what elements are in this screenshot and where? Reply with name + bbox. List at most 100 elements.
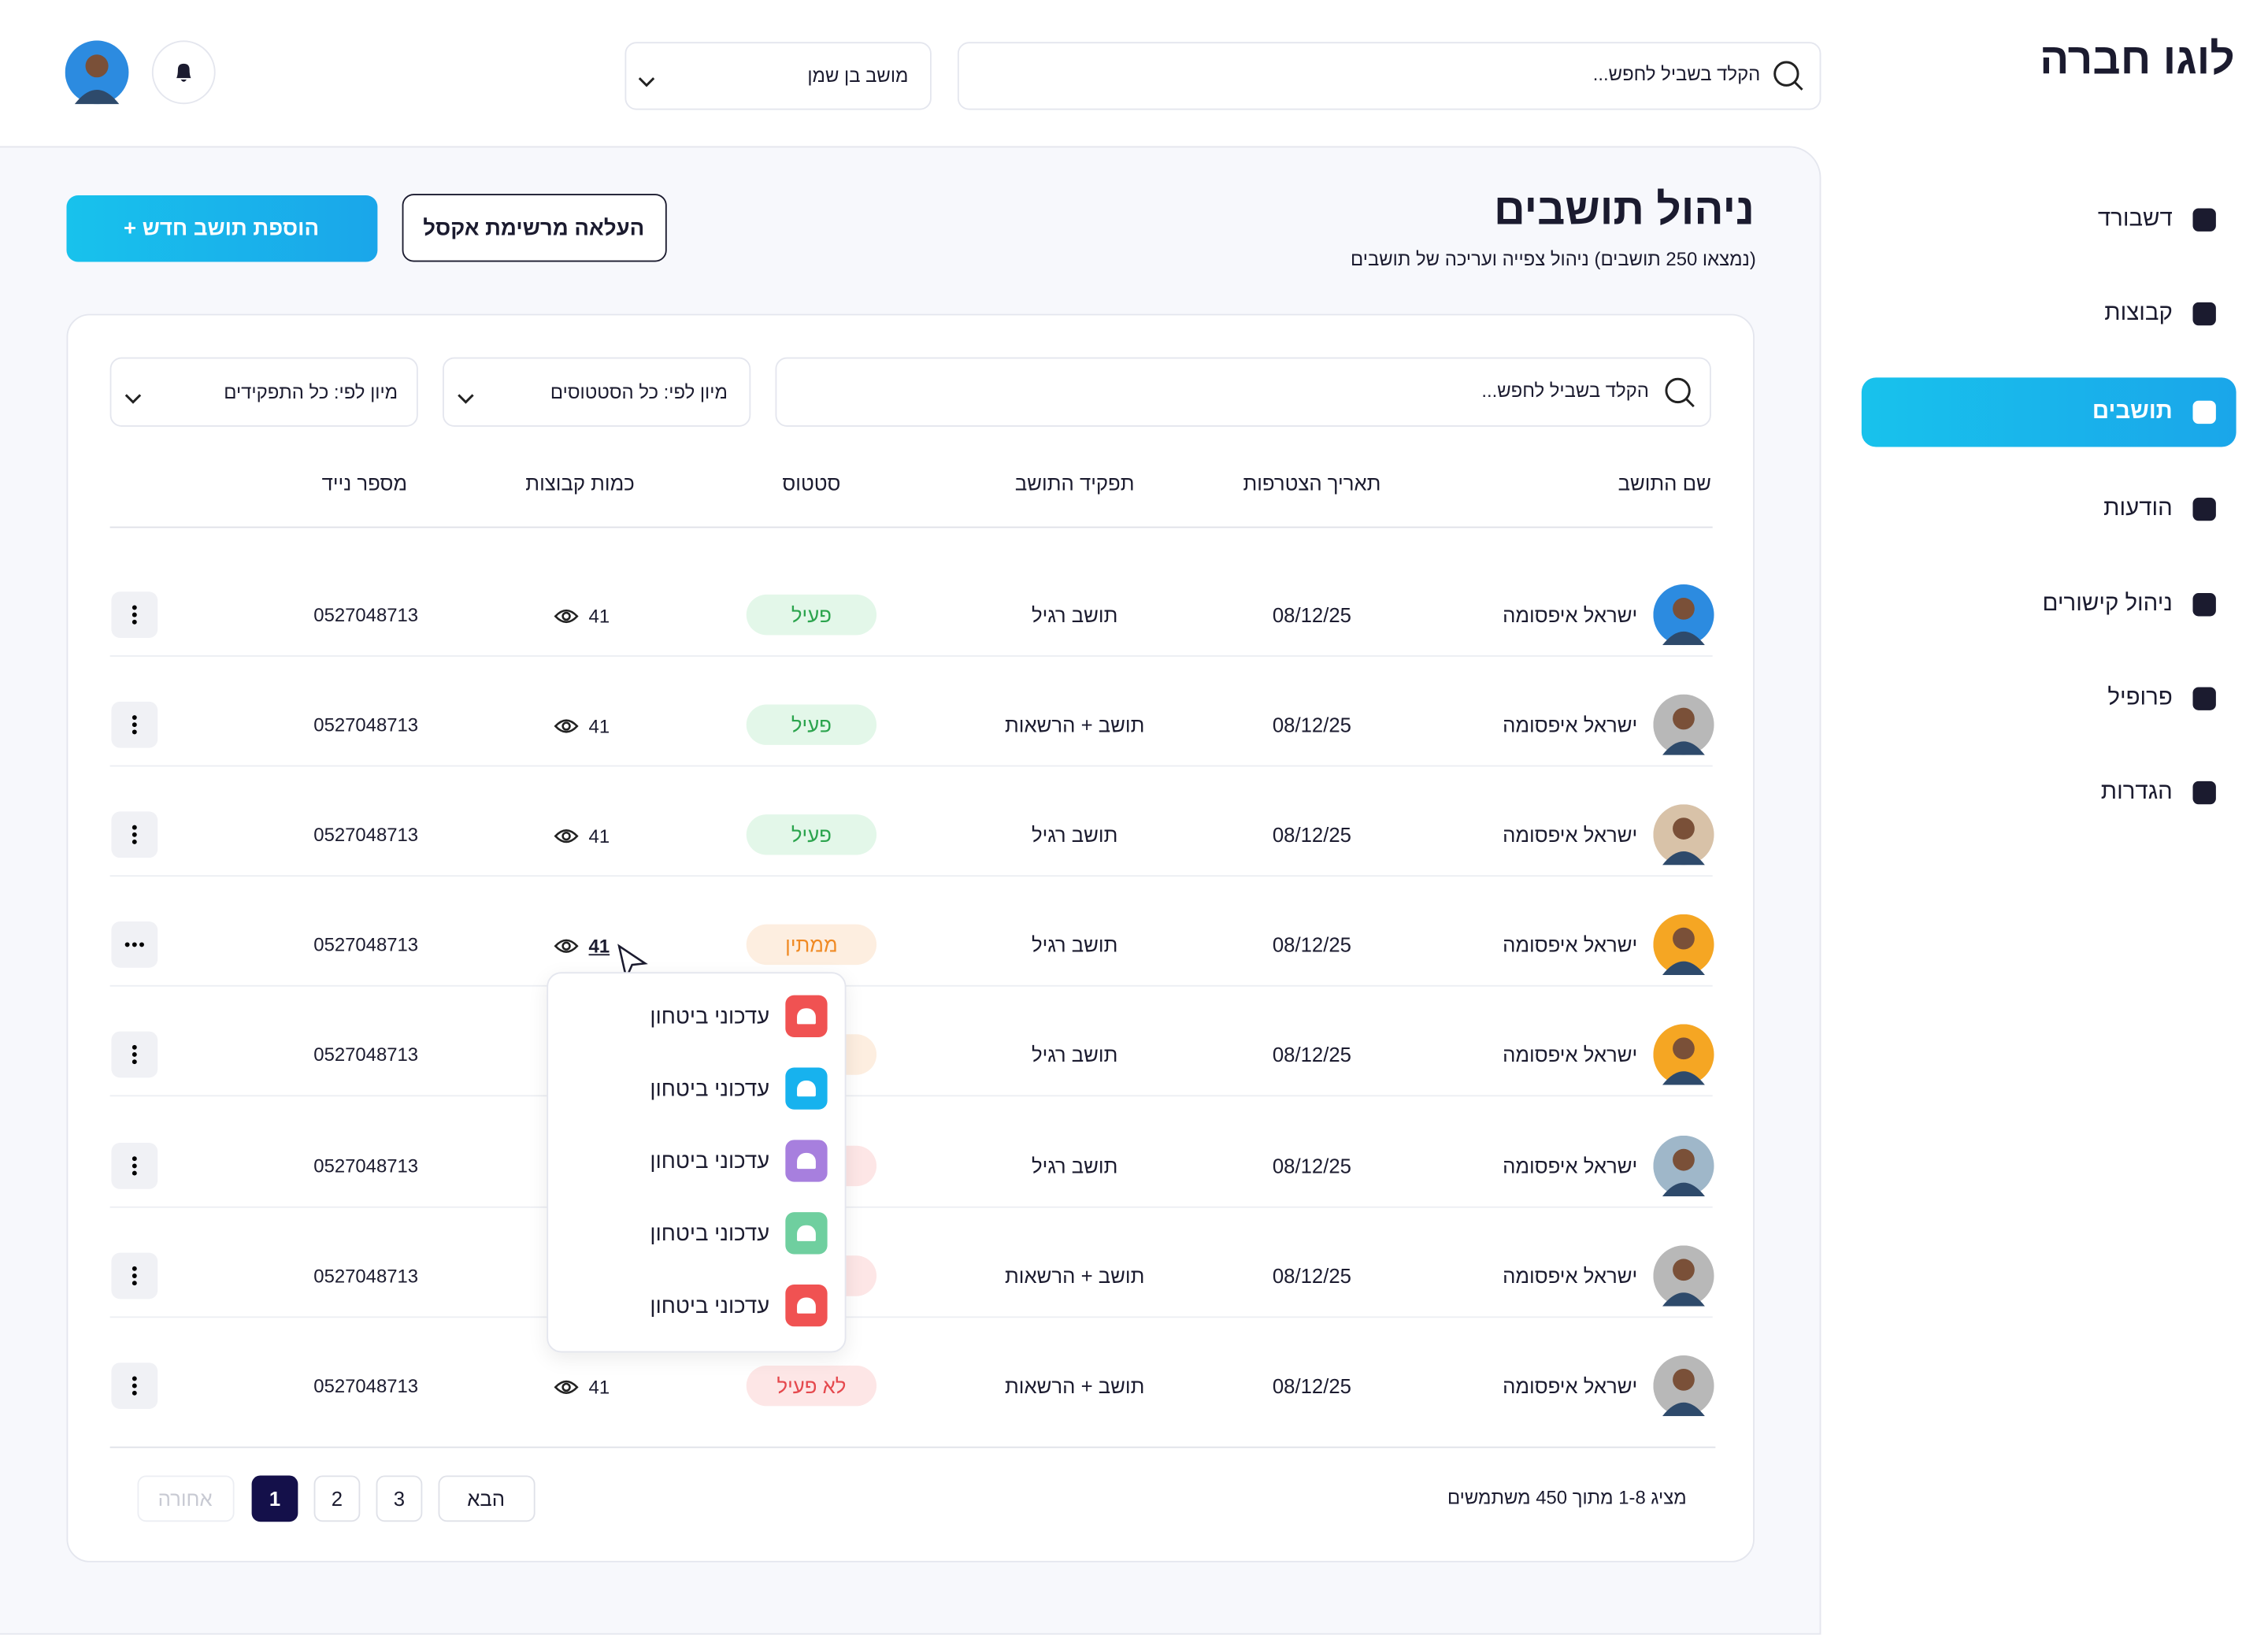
logo: לוגו חברה bbox=[2040, 35, 2235, 84]
row-divider bbox=[109, 1315, 1713, 1318]
search-icon bbox=[1663, 376, 1695, 408]
nav-icon bbox=[2192, 400, 2216, 425]
nav-icon bbox=[2192, 780, 2216, 805]
phone: 0527048713 bbox=[313, 1374, 419, 1396]
resident-role: תושב רגיל bbox=[1031, 602, 1118, 627]
page-button[interactable] bbox=[251, 1475, 298, 1522]
status-filter-label: מיון לפי: כל הסטטוסים bbox=[550, 380, 728, 403]
resident-role: תושב רגיל bbox=[1031, 933, 1118, 957]
row-menu[interactable] bbox=[111, 701, 158, 748]
group-count[interactable]: 41 bbox=[588, 935, 610, 958]
group-icon-glyph bbox=[797, 1225, 816, 1241]
avatar bbox=[1653, 1025, 1714, 1086]
row-menu[interactable] bbox=[111, 1362, 158, 1409]
search-placeholder: הקלד בשביל לחפש... bbox=[1592, 62, 1761, 85]
status-label: לא פעיל bbox=[776, 1374, 847, 1397]
prev-label: אחורה bbox=[158, 1487, 213, 1511]
status-pill bbox=[746, 814, 877, 855]
row-divider bbox=[109, 655, 1713, 657]
eye-icon bbox=[554, 716, 579, 733]
table-card bbox=[66, 313, 1755, 1563]
filter-search[interactable] bbox=[775, 357, 1711, 427]
avatar bbox=[65, 40, 129, 105]
status-label: פעיל bbox=[791, 602, 832, 627]
eye-icon bbox=[554, 936, 579, 954]
group-item[interactable]: עדכוני ביטחון bbox=[650, 1149, 770, 1174]
page-button[interactable] bbox=[313, 1475, 361, 1522]
role-filter[interactable] bbox=[109, 357, 418, 427]
column-header: תפקיד התושב bbox=[1014, 471, 1135, 495]
nav-item[interactable]: קבוצות bbox=[2104, 301, 2173, 326]
row-divider bbox=[109, 1096, 1713, 1097]
phone: 0527048713 bbox=[313, 603, 419, 626]
nav-item[interactable]: תושבים bbox=[2092, 399, 2173, 425]
page-title: ניהול תושבים bbox=[1493, 186, 1755, 235]
status-label: ממתין bbox=[785, 933, 838, 957]
resident-role: תושב + הרשאות bbox=[1005, 713, 1145, 737]
status-pill bbox=[746, 594, 877, 636]
column-header: מספר נייד bbox=[321, 471, 408, 495]
add-button[interactable] bbox=[66, 195, 378, 262]
search-box[interactable] bbox=[957, 42, 1821, 110]
row-menu[interactable] bbox=[111, 1251, 158, 1299]
eye-icon bbox=[554, 606, 579, 624]
row-divider bbox=[109, 985, 1713, 988]
group-count[interactable]: 41 bbox=[588, 605, 610, 628]
row-divider bbox=[109, 1205, 1713, 1207]
location: מושב בן שמן bbox=[807, 64, 909, 87]
status-filter[interactable] bbox=[443, 357, 751, 427]
group-item[interactable]: עדכוני ביטחון bbox=[650, 1077, 770, 1102]
group-count[interactable]: 41 bbox=[588, 825, 610, 847]
nav-icon bbox=[2192, 302, 2216, 326]
avatar bbox=[1653, 584, 1714, 646]
group-item[interactable]: עדכוני ביטחון bbox=[650, 1222, 770, 1247]
group-icon-glyph bbox=[797, 1297, 816, 1314]
avatar bbox=[1653, 804, 1714, 866]
next-button[interactable] bbox=[438, 1475, 536, 1522]
nav-item[interactable]: דשבורד bbox=[2097, 206, 2173, 232]
avatar bbox=[1653, 1134, 1714, 1196]
phone: 0527048713 bbox=[313, 934, 419, 956]
row-menu[interactable] bbox=[111, 591, 158, 639]
avatar bbox=[1653, 914, 1714, 976]
nav-icon bbox=[2192, 593, 2216, 617]
row-menu[interactable] bbox=[111, 921, 158, 969]
group-count[interactable]: 41 bbox=[588, 715, 610, 737]
nav-item[interactable]: הודעות bbox=[2103, 496, 2173, 521]
nav-item[interactable]: פרופיל bbox=[2107, 685, 2173, 710]
group-item[interactable]: עדכוני ביטחון bbox=[650, 1293, 770, 1319]
resident-role: תושב רגיל bbox=[1031, 823, 1118, 847]
column-header: שם התושב bbox=[1618, 471, 1711, 495]
phone: 0527048713 bbox=[313, 1154, 419, 1177]
group-item[interactable]: עדכוני ביטחון bbox=[650, 1004, 770, 1029]
nav-item[interactable]: הגדרות bbox=[2100, 780, 2173, 805]
nav-active-bg bbox=[1861, 377, 2236, 447]
search-icon bbox=[1772, 59, 1803, 91]
nav-icon bbox=[2192, 687, 2216, 710]
eye-icon bbox=[554, 1377, 579, 1394]
header-divider bbox=[109, 526, 1713, 528]
nav-item[interactable]: ניהול קישורים bbox=[2042, 591, 2173, 617]
row-menu[interactable] bbox=[111, 1032, 158, 1079]
page-button[interactable] bbox=[376, 1475, 423, 1522]
resident-name: ישראל איפסומה bbox=[1503, 602, 1638, 627]
pagination-summary: מציג 1-8 מתוך 450 משתמשים bbox=[1447, 1486, 1687, 1508]
row-menu[interactable] bbox=[111, 1142, 158, 1188]
location-dropdown[interactable] bbox=[624, 42, 932, 110]
avatar bbox=[1653, 1244, 1714, 1306]
resident-role: תושב + הרשאות bbox=[1005, 1263, 1145, 1287]
group-count[interactable]: 41 bbox=[588, 1376, 610, 1398]
resident-role: תושב + הרשאות bbox=[1005, 1374, 1145, 1397]
resident-name: ישראל איפסומה bbox=[1503, 1044, 1638, 1067]
join-date: 08/12/25 bbox=[1272, 1044, 1351, 1067]
bell-button[interactable] bbox=[151, 40, 216, 105]
prev-button[interactable] bbox=[137, 1475, 235, 1522]
phone: 0527048713 bbox=[313, 714, 419, 736]
page-number: 2 bbox=[331, 1487, 343, 1511]
row-menu[interactable] bbox=[111, 811, 158, 858]
join-date: 08/12/25 bbox=[1272, 1263, 1351, 1287]
column-header: כמות קבוצות bbox=[525, 471, 635, 495]
resident-name: ישראל איפסומה bbox=[1503, 1263, 1638, 1287]
upload-button[interactable] bbox=[402, 194, 667, 262]
status-label: פעיל bbox=[791, 713, 832, 737]
